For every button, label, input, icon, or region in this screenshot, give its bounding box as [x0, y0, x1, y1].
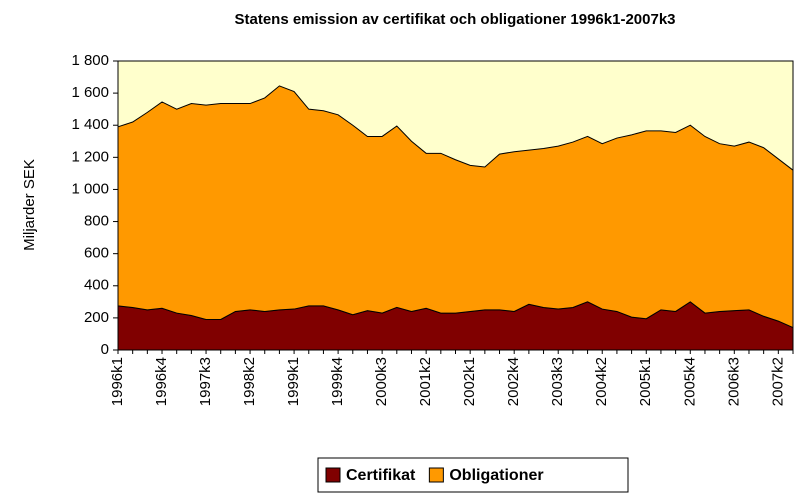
x-tick-label: 1997k3	[197, 357, 214, 406]
legend-swatch	[325, 467, 341, 483]
legend-box	[317, 457, 629, 493]
y-tick-label: 1 200	[71, 148, 109, 165]
y-tick-label: 200	[84, 309, 109, 326]
x-tick-label: 2002k4	[505, 357, 522, 406]
y-tick-label: 0	[101, 341, 109, 358]
x-tick-label: 1999k1	[285, 357, 302, 406]
y-tick-label: 1 000	[71, 180, 109, 197]
x-tick-label: 1999k4	[329, 357, 346, 406]
x-tick-label: 2003k3	[549, 357, 566, 406]
y-axis-label: Miljarder SEK	[21, 159, 38, 251]
x-tick-label: 2000k3	[373, 357, 390, 406]
x-tick-label: 2002k1	[461, 357, 478, 406]
x-tick-label: 2007k2	[769, 357, 786, 406]
legend-text: Certifikat	[346, 467, 416, 484]
y-tick-label: 400	[84, 277, 109, 294]
chart-title: Statens emission av certifikat och oblig…	[234, 11, 675, 28]
x-tick-label: 2006k3	[725, 357, 742, 406]
x-tick-label: 1996k1	[109, 357, 126, 406]
x-tick-label: 1998k2	[241, 357, 258, 406]
x-tick-label: 1996k4	[153, 357, 170, 406]
y-tick-label: 1 600	[71, 84, 109, 101]
y-tick-label: 600	[84, 245, 109, 262]
y-tick-label: 1 400	[71, 116, 109, 133]
y-tick-label: 1 800	[71, 52, 109, 69]
legend-swatch	[428, 467, 444, 483]
x-tick-label: 2005k1	[637, 357, 654, 406]
x-tick-label: 2001k2	[417, 357, 434, 406]
y-tick-label: 800	[84, 213, 109, 230]
legend-text: Obligationer	[449, 467, 543, 484]
x-tick-label: 2004k2	[593, 357, 610, 406]
x-tick-label: 2005k4	[681, 357, 698, 406]
